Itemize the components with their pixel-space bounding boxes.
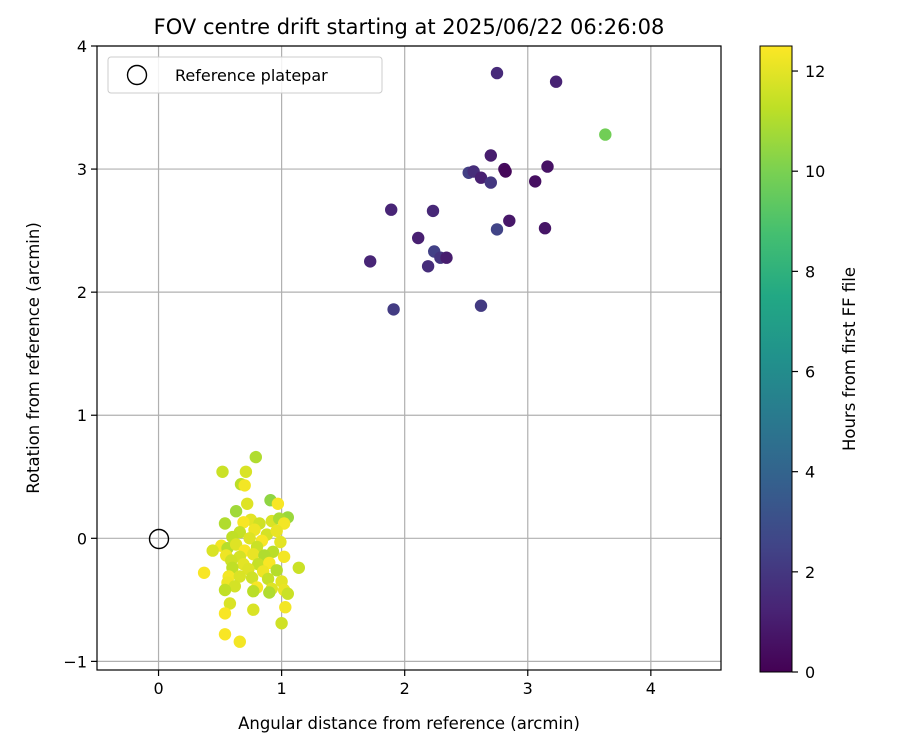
x-axis-ticks: 0 1 2 3 4 — [153, 670, 656, 698]
chart-title: FOV centre drift starting at 2025/06/22 … — [154, 15, 665, 39]
x-tick-label: 0 — [153, 679, 163, 698]
data-point — [538, 222, 552, 235]
x-tick-label: 2 — [400, 679, 410, 698]
data-point — [529, 175, 542, 188]
data-point — [218, 583, 232, 597]
colorbar-tick-label: 4 — [805, 463, 815, 482]
data-point — [277, 550, 291, 563]
data-point — [270, 564, 283, 577]
data-point — [503, 214, 516, 227]
data-point — [233, 635, 246, 648]
data-point — [274, 535, 287, 549]
data-point — [247, 585, 260, 598]
data-point — [271, 497, 285, 510]
legend-label: Reference platepar — [175, 66, 328, 85]
data-point — [218, 607, 232, 620]
data-point — [228, 580, 241, 593]
data-point — [238, 479, 251, 492]
data-point — [270, 524, 283, 538]
data-point — [474, 299, 488, 312]
data-point — [249, 450, 262, 464]
data-point — [292, 561, 305, 574]
data-point — [247, 548, 260, 561]
legend-box — [107, 56, 383, 94]
data-point — [490, 66, 504, 80]
data-point — [237, 516, 250, 529]
y-tick-label: 1 — [77, 406, 87, 425]
legend-marker — [126, 64, 148, 86]
x-tick-label: 4 — [646, 679, 656, 698]
legend: Reference platepar — [107, 56, 383, 94]
y-tick-label: 3 — [77, 160, 87, 179]
colorbar-tick-label: 8 — [805, 262, 815, 281]
colorbar-tick-label: 0 — [805, 663, 815, 682]
data-point — [243, 532, 256, 545]
x-tick-label: 3 — [523, 679, 533, 698]
data-point — [218, 628, 232, 641]
data-point — [499, 165, 512, 178]
colorbar-tick-label: 2 — [805, 563, 815, 582]
colorbar-label: Hours from first FF file — [840, 267, 859, 451]
data-point — [281, 587, 294, 600]
data-point — [245, 571, 259, 584]
y-tick-label: −1 — [63, 652, 87, 671]
data-point — [385, 203, 398, 216]
data-point — [421, 260, 435, 273]
data-point — [239, 465, 253, 478]
data-point — [261, 572, 275, 586]
data-point — [490, 223, 504, 236]
grid-lines — [97, 45, 721, 670]
data-point — [275, 617, 288, 630]
reference-platepar-marker — [148, 528, 170, 550]
data-point — [364, 255, 377, 268]
data-points — [197, 66, 612, 648]
x-tick-label: 1 — [277, 679, 287, 698]
colorbar-ticks: 0 2 4 6 8 10 12 — [792, 62, 825, 682]
data-point — [229, 538, 243, 551]
y-tick-label: 4 — [77, 37, 87, 56]
colorbar — [759, 45, 793, 673]
colorbar-tick-label: 10 — [805, 162, 825, 181]
colorbar-tick-label: 6 — [805, 363, 815, 382]
colorbar-tick-label: 12 — [805, 62, 825, 81]
data-point — [247, 603, 260, 616]
data-point — [474, 171, 488, 184]
data-point — [541, 160, 554, 173]
y-tick-label: 2 — [77, 283, 87, 302]
data-point — [233, 570, 246, 583]
data-point — [263, 586, 276, 599]
data-point — [206, 544, 219, 557]
data-point — [197, 566, 211, 579]
data-point — [412, 231, 425, 245]
data-point — [223, 597, 237, 610]
data-point — [229, 505, 243, 518]
data-point — [440, 251, 453, 264]
data-point — [241, 497, 254, 510]
data-point — [279, 601, 292, 614]
data-point — [218, 517, 232, 530]
data-point — [484, 176, 497, 189]
plot-frame — [96, 45, 722, 671]
data-point — [599, 128, 612, 141]
y-tick-label: 0 — [77, 529, 87, 548]
data-point — [216, 465, 229, 478]
x-axis-label: Angular distance from reference (arcmin) — [238, 714, 580, 733]
y-axis-ticks: −1 0 1 2 3 4 — [63, 37, 97, 671]
data-point — [387, 303, 400, 316]
y-axis-label: Rotation from reference (arcmin) — [24, 222, 43, 494]
data-point — [549, 75, 563, 88]
data-point — [484, 149, 497, 162]
data-point — [426, 204, 440, 218]
